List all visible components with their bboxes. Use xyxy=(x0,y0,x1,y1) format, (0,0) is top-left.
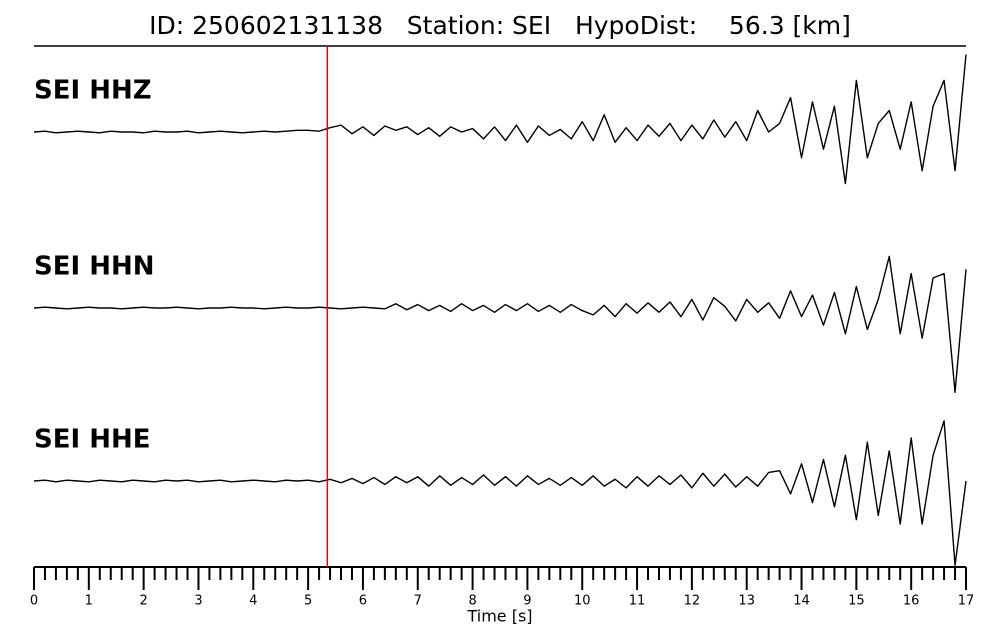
x-tick-label: 10 xyxy=(574,594,591,609)
x-tick-label: 0 xyxy=(30,594,38,609)
x-tick-label: 3 xyxy=(194,594,202,609)
x-tick-label: 11 xyxy=(629,594,646,609)
x-tick-label: 7 xyxy=(414,594,422,609)
x-tick-label: 5 xyxy=(304,594,312,609)
trace-label: SEI HHE xyxy=(34,425,151,455)
x-tick-label: 4 xyxy=(249,594,257,609)
x-tick-label: 8 xyxy=(468,594,476,609)
x-tick-label: 13 xyxy=(738,594,755,609)
trace-label: SEI HHZ xyxy=(34,76,152,106)
x-tick-label: 2 xyxy=(140,594,148,609)
waveform xyxy=(33,255,967,393)
x-tick-label: 15 xyxy=(848,594,865,609)
x-tick-label: 1 xyxy=(85,594,93,609)
trace-label: SEI HHN xyxy=(34,252,155,282)
x-tick-label: 12 xyxy=(684,594,701,609)
waveform xyxy=(33,54,967,185)
waveform xyxy=(33,420,967,566)
x-tick-label: 17 xyxy=(958,594,975,609)
x-tick-label: 6 xyxy=(359,594,367,609)
x-tick-label: 16 xyxy=(903,594,920,609)
x-tick-label: 14 xyxy=(793,594,810,609)
x-axis-label: Time [s] xyxy=(466,607,532,626)
x-tick-label: 9 xyxy=(523,594,531,609)
chart-title: ID: 250602131138 Station: SEI HypoDist: … xyxy=(149,11,851,40)
